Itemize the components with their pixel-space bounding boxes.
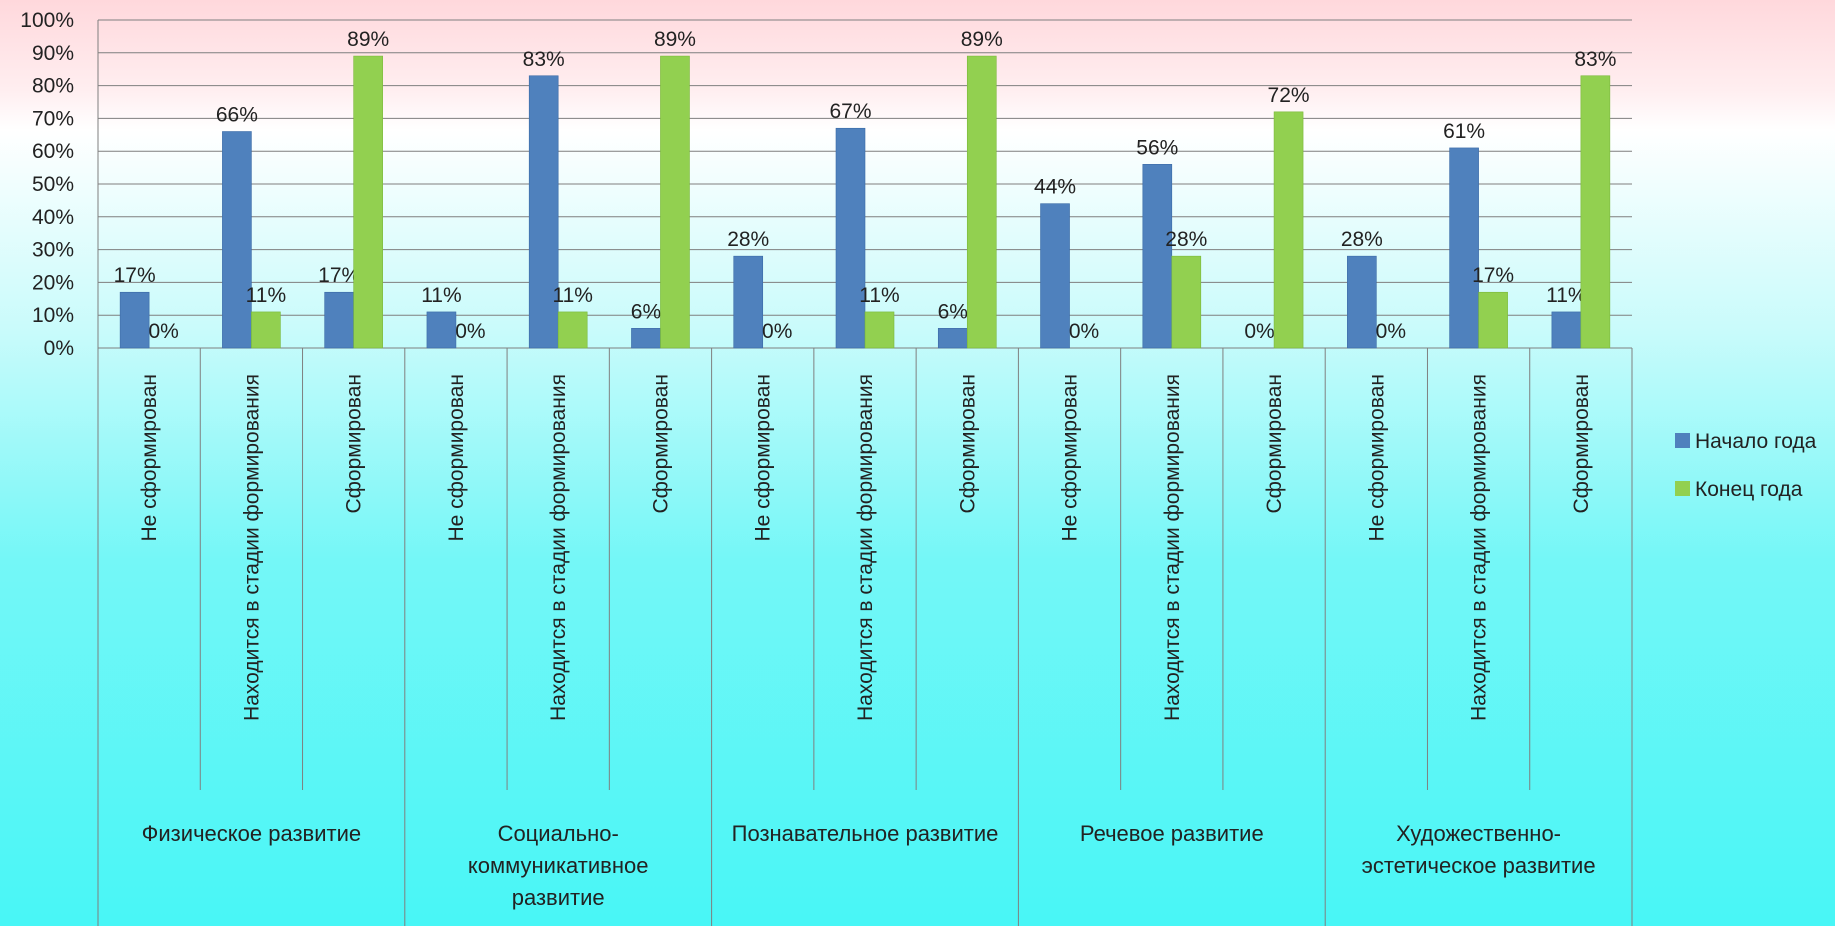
data-label: 0% xyxy=(455,320,485,343)
legend-label: Конец года xyxy=(1695,478,1803,501)
bar-start xyxy=(937,328,968,349)
category-label: Находится в стадии формирования xyxy=(1468,374,1491,721)
category-label: Не сформирован xyxy=(445,374,468,542)
group-label: Социально- xyxy=(498,821,619,846)
legend-swatch xyxy=(1675,481,1690,496)
data-label: 89% xyxy=(654,28,696,51)
y-tick-label: 30% xyxy=(32,239,74,262)
bar-end xyxy=(1171,255,1202,349)
data-label: 17% xyxy=(114,264,156,287)
bar-start xyxy=(733,255,764,349)
group-label: развитие xyxy=(512,885,605,910)
bar-start xyxy=(631,328,661,349)
bar-end xyxy=(1580,75,1611,349)
y-tick-label: 100% xyxy=(20,9,74,32)
data-label: 11% xyxy=(421,284,461,307)
y-tick-label: 40% xyxy=(32,206,74,229)
y-tick-label: 10% xyxy=(32,304,74,327)
bar-start xyxy=(119,291,150,349)
bar-start xyxy=(324,291,354,349)
category-label: Не сформирован xyxy=(752,374,775,542)
bar-start xyxy=(528,75,559,349)
legend-swatch xyxy=(1675,433,1690,448)
data-label: 56% xyxy=(1136,136,1178,159)
bar-start xyxy=(1551,311,1582,349)
y-tick-label: 20% xyxy=(32,271,74,294)
bar-end xyxy=(966,55,997,349)
data-label: 0% xyxy=(762,320,792,343)
data-label: 17% xyxy=(1472,264,1514,287)
data-label: 11% xyxy=(1546,284,1586,307)
group-label: Речевое развитие xyxy=(1080,821,1264,846)
bar-end xyxy=(557,311,588,349)
data-label: 0% xyxy=(1376,320,1406,343)
group-label: коммуникативное xyxy=(468,853,649,878)
data-label: 44% xyxy=(1034,176,1076,199)
data-label: 11% xyxy=(552,284,592,307)
bar-end xyxy=(1273,111,1304,349)
y-tick-label: 80% xyxy=(32,75,74,98)
bar-end xyxy=(1478,291,1508,349)
data-label: 72% xyxy=(1268,84,1310,107)
data-label: 0% xyxy=(1069,320,1099,343)
data-label: 83% xyxy=(523,48,565,71)
data-label: 66% xyxy=(216,104,258,127)
category-label: Находится в стадии формирования xyxy=(240,374,263,721)
data-label: 0% xyxy=(1244,320,1274,343)
y-tick-label: 90% xyxy=(32,42,74,65)
data-label: 6% xyxy=(631,300,661,323)
category-label: Сформирован xyxy=(649,374,672,514)
data-label: 28% xyxy=(727,228,769,251)
group-label: Художественно- xyxy=(1396,821,1561,846)
bar-end xyxy=(353,55,383,349)
bar-start xyxy=(426,311,457,349)
bar-start xyxy=(222,131,252,349)
data-label: 28% xyxy=(1165,228,1207,251)
data-label: 89% xyxy=(961,28,1003,51)
data-label: 89% xyxy=(347,28,389,51)
bar-start xyxy=(1040,203,1070,349)
group-label: Физическое развитие xyxy=(142,821,361,846)
category-label: Не сформирован xyxy=(138,374,161,542)
category-label: Находится в стадии формирования xyxy=(547,374,570,721)
bar-start xyxy=(1449,147,1479,349)
category-label: Не сформирован xyxy=(1365,374,1388,542)
category-label: Сформирован xyxy=(343,374,366,514)
data-label: 67% xyxy=(829,100,871,123)
category-label: Не сформирован xyxy=(1059,374,1082,542)
bar-end xyxy=(251,311,281,349)
category-label: Сформирован xyxy=(1570,374,1593,514)
category-label: Сформирован xyxy=(1263,374,1286,514)
group-label: эстетическое развитие xyxy=(1362,853,1596,878)
y-tick-label: 70% xyxy=(32,107,74,130)
bar-end xyxy=(660,55,690,349)
data-label: 28% xyxy=(1341,228,1383,251)
y-tick-label: 0% xyxy=(44,337,74,360)
group-label: Познавательное развитие xyxy=(732,821,999,846)
category-label: Находится в стадии формирования xyxy=(1161,374,1184,721)
bar-end xyxy=(864,311,895,349)
data-label: 83% xyxy=(1574,48,1616,71)
y-tick-label: 60% xyxy=(32,140,74,163)
data-label: 6% xyxy=(938,300,968,323)
bar-start xyxy=(835,127,866,349)
category-label: Находится в стадии формирования xyxy=(854,374,877,721)
bar-start xyxy=(1347,255,1377,349)
bar-start xyxy=(1142,164,1173,349)
data-label: 17% xyxy=(318,264,360,287)
legend-label: Начало года xyxy=(1695,430,1817,453)
data-label: 11% xyxy=(859,284,899,307)
data-label: 61% xyxy=(1443,120,1485,143)
y-tick-label: 50% xyxy=(32,173,74,196)
data-label: 11% xyxy=(246,284,286,307)
data-label: 0% xyxy=(148,320,178,343)
category-label: Сформирован xyxy=(956,374,979,514)
